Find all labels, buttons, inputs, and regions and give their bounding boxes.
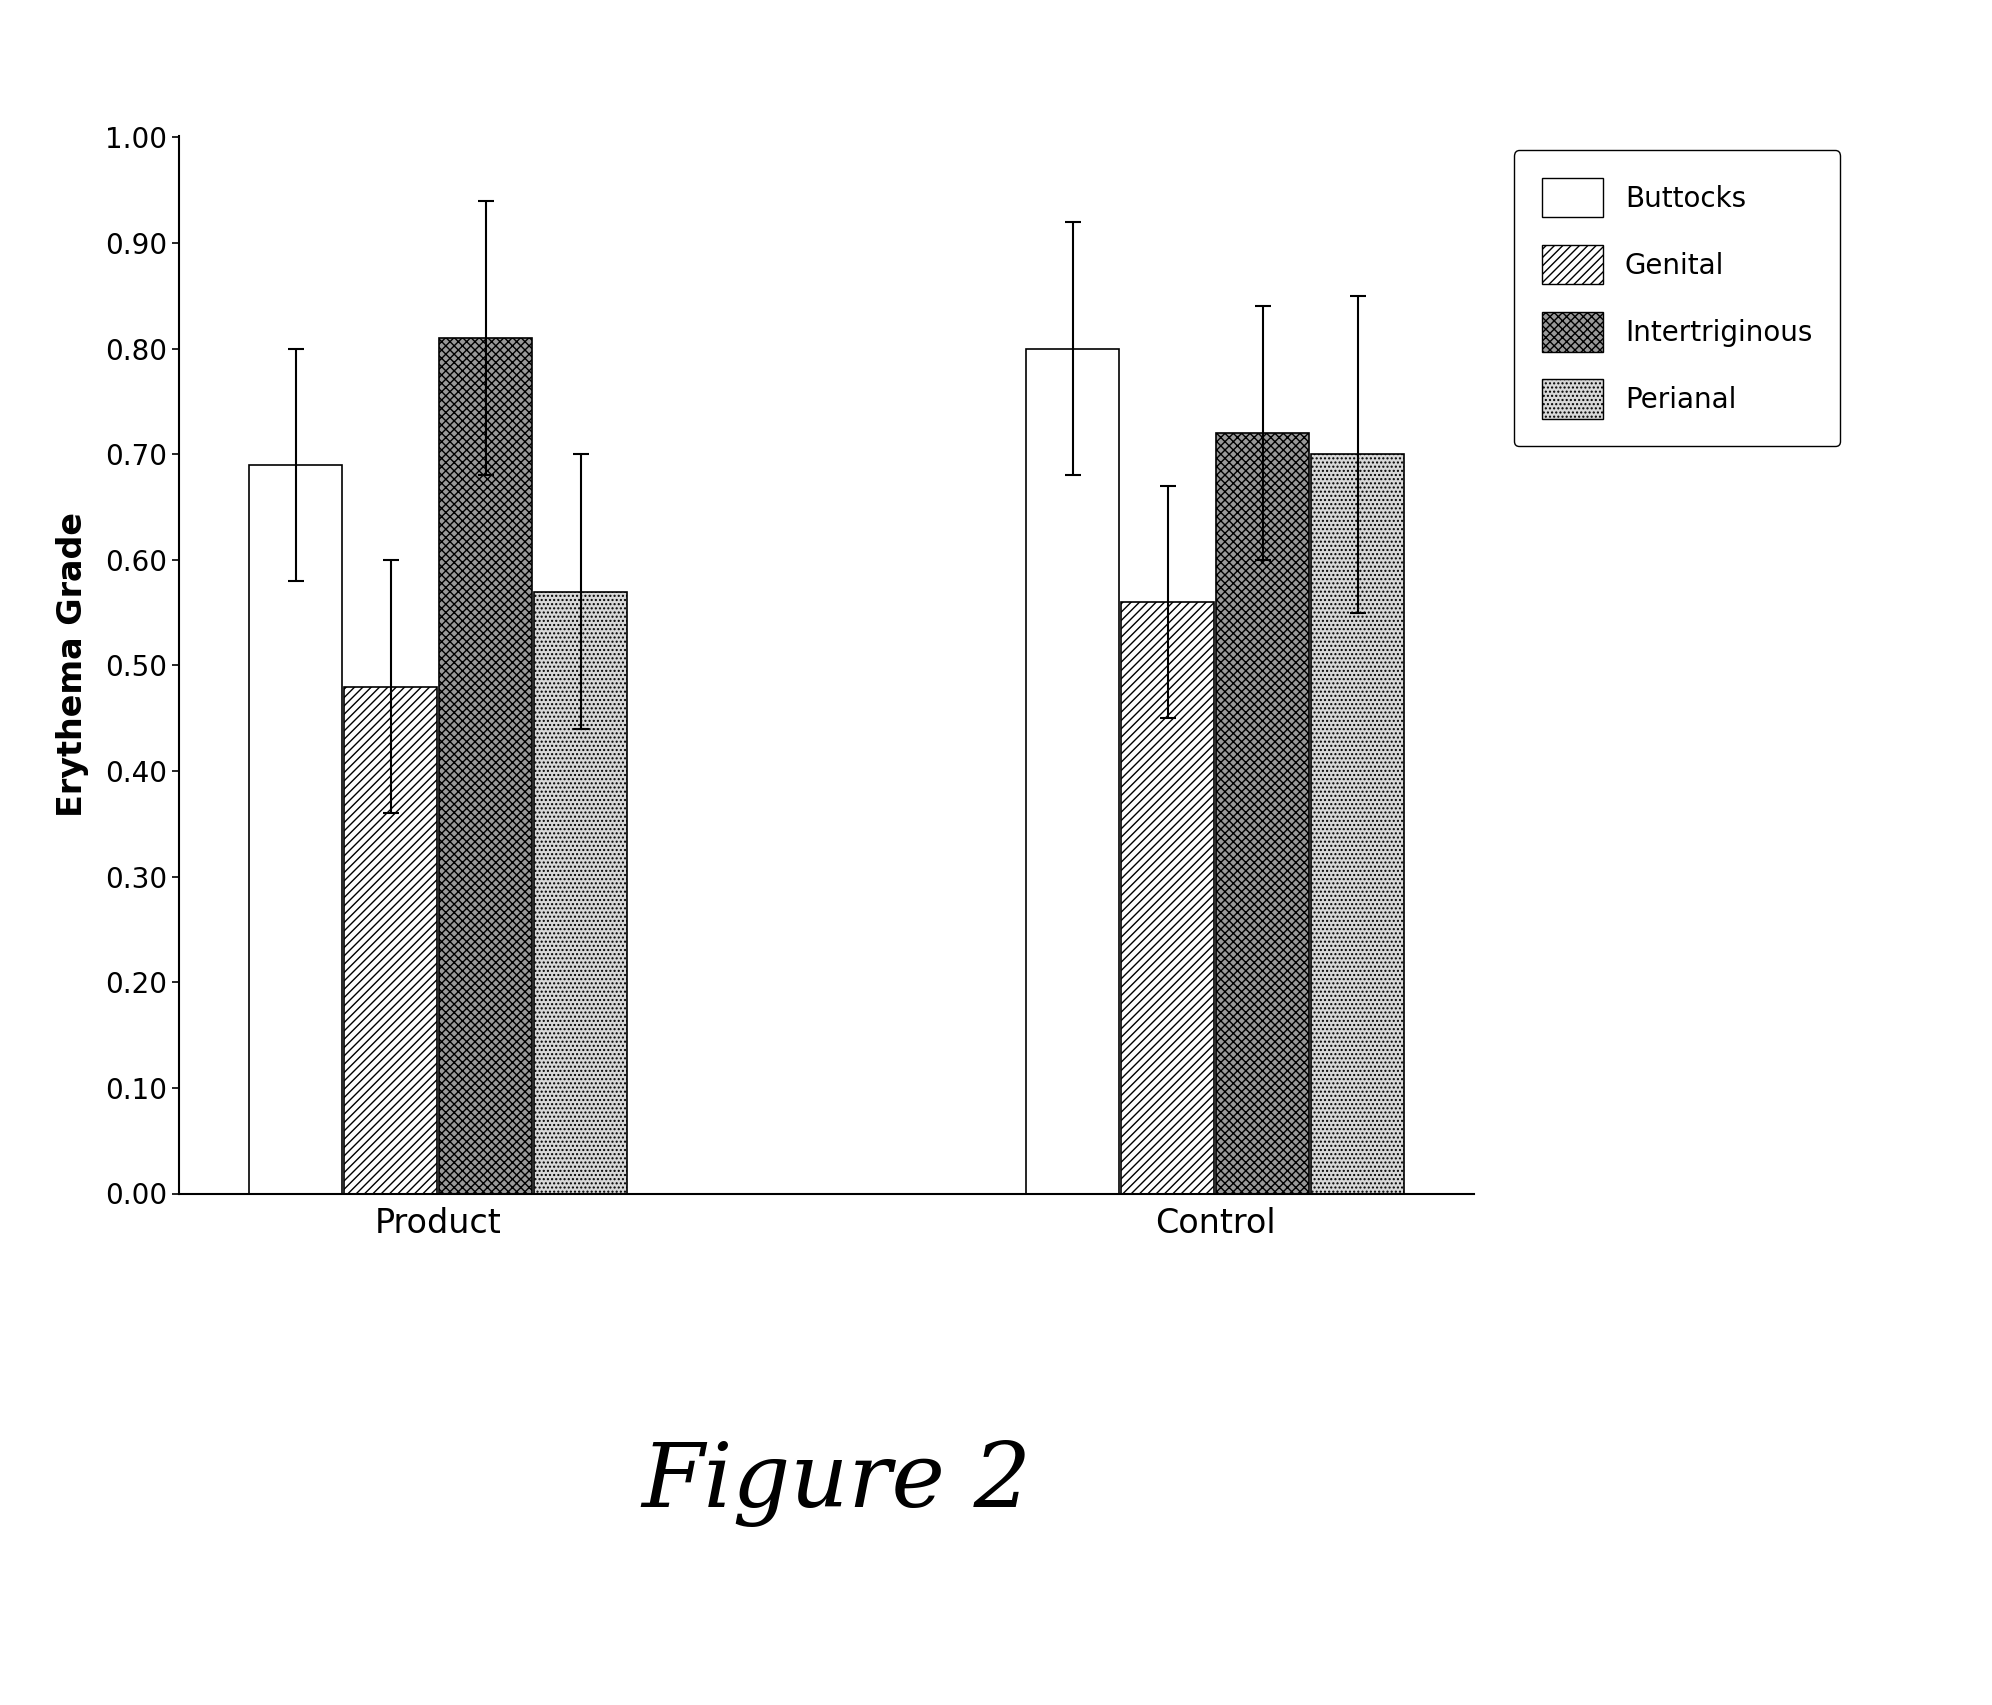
Text: Figure 2: Figure 2: [641, 1439, 1032, 1528]
Bar: [1026, 348, 1120, 1194]
Bar: [1311, 454, 1404, 1194]
Y-axis label: Erythema Grade: Erythema Grade: [56, 513, 90, 817]
Bar: [534, 592, 627, 1194]
Bar: [345, 687, 438, 1194]
Bar: [1121, 602, 1215, 1194]
Bar: [438, 338, 532, 1194]
Bar: [249, 465, 343, 1194]
Bar: [1215, 433, 1309, 1194]
Legend: Buttocks, Genital, Intertriginous, Perianal: Buttocks, Genital, Intertriginous, Peria…: [1514, 150, 1841, 447]
